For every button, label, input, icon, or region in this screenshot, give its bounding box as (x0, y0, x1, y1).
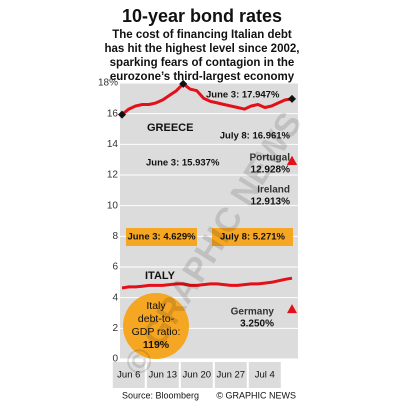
point-marker (288, 94, 296, 103)
debt-text: 119% (143, 339, 170, 351)
point-marker (179, 79, 188, 88)
series-label: ITALY (145, 270, 176, 282)
series-label: GREECE (147, 122, 193, 134)
marker-name: Ireland (257, 185, 290, 196)
y-tick-label: 0 (112, 354, 118, 365)
marker-label: 3.250% (240, 319, 274, 330)
marker-triangle (287, 156, 297, 166)
x-band (248, 362, 281, 388)
x-band (112, 362, 145, 388)
marker-name: Germany (231, 307, 275, 318)
labels: GREECE ITALY June 3: 17.947% July 8: 16.961… (123, 90, 293, 359)
x-band (146, 362, 179, 388)
x-tick-label: Jun 13 (149, 370, 178, 381)
annotation-box (212, 228, 293, 246)
debt-text: Italy (146, 300, 166, 312)
annotation: June 3: 15.937% (146, 158, 220, 169)
marker-label: 12.913% (251, 197, 291, 208)
subtitle-line: The cost of financing Italian debt (112, 29, 292, 41)
point-marker (118, 110, 126, 119)
marks (118, 79, 297, 314)
credit: © GRAPHIC NEWS (216, 390, 296, 400)
y-tick-label: 4 (112, 292, 118, 303)
x-tick-label: Jun 20 (183, 370, 212, 381)
y-tick-label: 6 (112, 262, 118, 273)
annotation: June 3: 17.947% (206, 90, 280, 101)
x-band (214, 362, 247, 388)
x-tick-label: Jun 6 (117, 370, 140, 381)
y-tick-label: 16 (107, 108, 119, 119)
chart-title: 10-year bond rates (122, 6, 282, 26)
grid: 0 2 4 6 8 10 12 14 16 18% Jun 6 Jun 13 Jun 20 Jun 27 J… (98, 78, 298, 388)
source: Source: Bloomberg (122, 390, 199, 400)
annotation: July 8: 16.961% (220, 131, 291, 142)
x-tick-label: Jul 4 (255, 370, 275, 381)
series-line (121, 276, 293, 290)
subtitle-line: has hit the highest level since 2002, (105, 43, 300, 55)
marker-label: 12.928% (251, 165, 291, 176)
subtitle-line: eurozone’s third-largest economy (110, 71, 295, 83)
y-tick-label: 18% (98, 78, 118, 89)
marker-name: Portugal (249, 153, 290, 164)
series-line (121, 82, 293, 116)
y-tick-label: 8 (112, 231, 118, 242)
debt-text: debt-to- (138, 313, 175, 325)
subtitle-line: sparking fears of contagion in the (110, 57, 295, 69)
subtitle: The cost of financing Italian debt has hi… (105, 29, 300, 83)
y-tick-label: 10 (107, 200, 119, 211)
debt-circle (123, 293, 189, 359)
y-tick-label: 2 (112, 323, 118, 334)
marker-triangle (287, 304, 297, 314)
y-tick-label: 14 (107, 139, 119, 150)
annotation: June 3: 4.629% (127, 232, 196, 243)
debt-text: GDP ratio: (132, 326, 181, 338)
annotation-box (126, 228, 197, 246)
x-band (180, 362, 213, 388)
x-tick-label: Jun 27 (217, 370, 246, 381)
y-tick-label: 12 (107, 170, 119, 181)
annotation: July 8: 5.271% (220, 232, 286, 243)
